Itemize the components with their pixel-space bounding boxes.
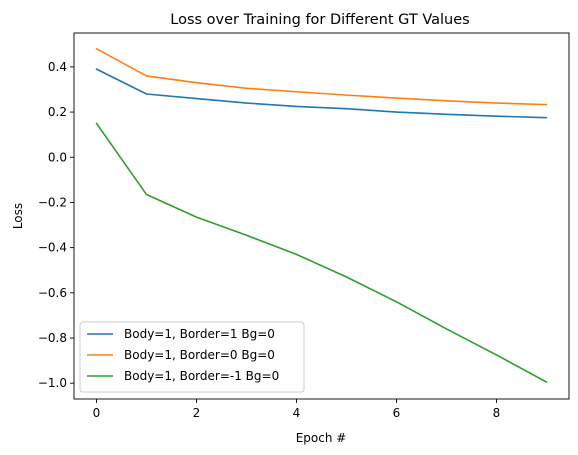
series-line-1 bbox=[95, 68, 548, 119]
y-tick-label: −0.8 bbox=[38, 331, 67, 345]
chart-title: Loss over Training for Different GT Valu… bbox=[170, 12, 469, 28]
legend-label-2: Body=1, Border=0 Bg=0 bbox=[124, 348, 275, 362]
y-tick-label: −0.2 bbox=[38, 195, 67, 209]
x-tick-label: 2 bbox=[193, 406, 201, 420]
legend: Body=1, Border=1 Bg=0 Body=1, Border=0 Bg… bbox=[79, 321, 305, 393]
x-tick-label: 6 bbox=[393, 406, 401, 420]
y-tick-label: 0.4 bbox=[48, 60, 67, 74]
y-tick-label: −0.4 bbox=[38, 241, 67, 255]
legend-label-3: Body=1, Border=-1 Bg=0 bbox=[124, 369, 279, 383]
legend-box bbox=[79, 321, 305, 393]
y-tick-label: 0.0 bbox=[48, 150, 67, 164]
y-tick-label: 0.2 bbox=[48, 105, 67, 119]
x-tick-label: 8 bbox=[493, 406, 501, 420]
legend-label-1: Body=1, Border=1 Bg=0 bbox=[124, 327, 275, 341]
y-axis-label: Loss bbox=[11, 203, 25, 229]
series-line-2 bbox=[95, 48, 548, 106]
y-tick-label: −0.6 bbox=[38, 286, 67, 300]
x-tick-label: 0 bbox=[93, 406, 101, 420]
x-axis-ticks: 0 2 4 6 8 bbox=[93, 399, 501, 420]
y-tick-label: −1.0 bbox=[38, 376, 67, 390]
x-axis-label: Epoch # bbox=[296, 431, 347, 445]
plot-frame bbox=[73, 32, 570, 400]
x-tick-label: 4 bbox=[293, 406, 301, 420]
series-line-3 bbox=[95, 122, 548, 383]
plot-lines bbox=[95, 48, 548, 383]
y-axis-ticks: 0.4 0.2 0.0 −0.2 −0.4 −0.6 −0.8 −1.0 bbox=[38, 60, 74, 390]
